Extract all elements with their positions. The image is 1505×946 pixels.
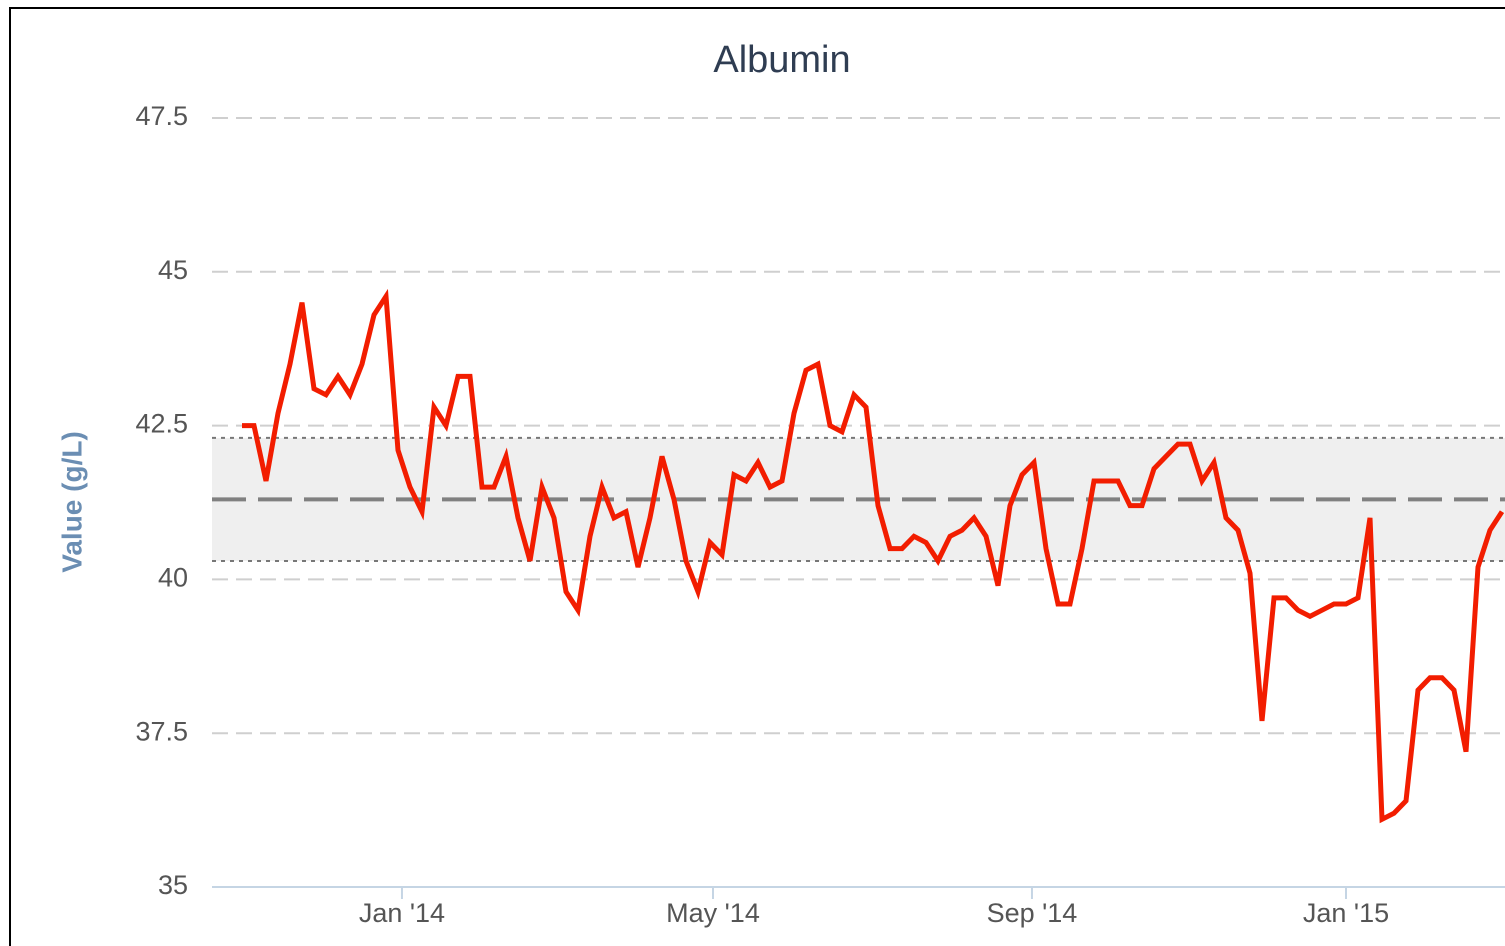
y-tick-label: 35: [158, 870, 188, 900]
data-line: [242, 288, 1505, 824]
x-tick-label: Jan '15: [1303, 898, 1389, 928]
y-tick-label: 42.5: [135, 409, 188, 439]
y-tick-label: 47.5: [135, 101, 188, 131]
y-tick-label: 45: [158, 255, 188, 285]
y-tick-label: 40: [158, 563, 188, 593]
y-tick-label: 37.5: [135, 716, 188, 746]
x-tick-label: Jan '14: [359, 898, 445, 928]
x-tick-label: Sep '14: [987, 898, 1078, 928]
frame: [9, 7, 1505, 946]
x-tick-label: May '14: [666, 898, 760, 928]
chart-title: Albumin: [713, 39, 850, 81]
y-axis-title: Value (g/L): [56, 431, 87, 573]
